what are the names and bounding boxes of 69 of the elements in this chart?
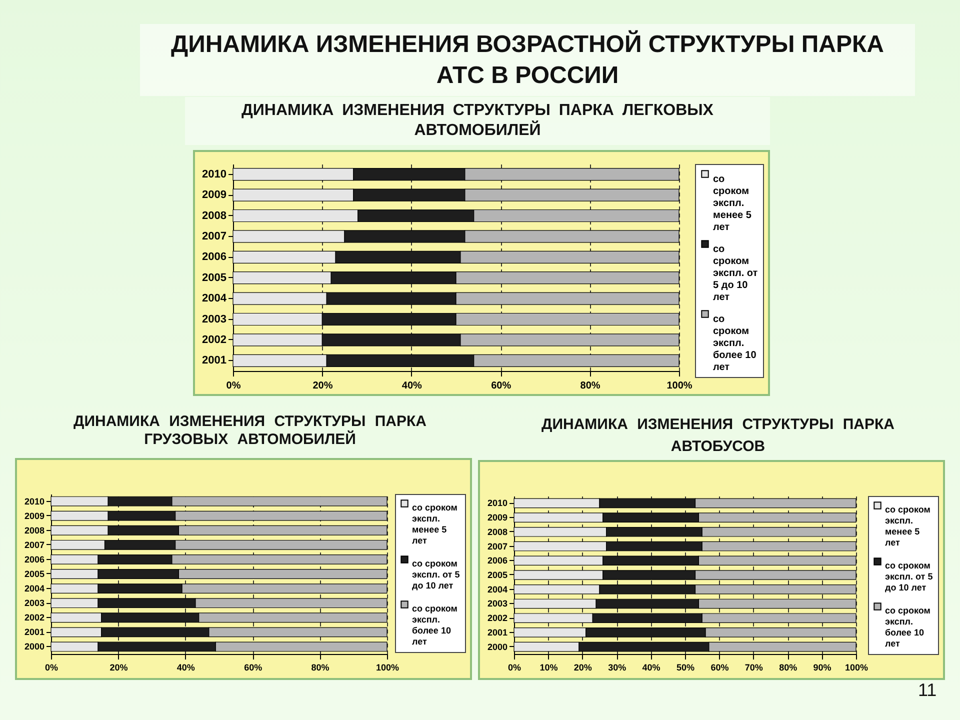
y-tick-label: 2004 — [202, 292, 228, 305]
y-tick-label: 2006 — [202, 251, 226, 264]
legend-label: со сроком экспл. менее 5 лет — [412, 502, 458, 546]
y-tick-label: 2003 — [202, 313, 226, 326]
y-tick-label: 2001 — [202, 354, 226, 367]
y-tick-label: 2008 — [487, 526, 508, 537]
y-tick-label: 2008 — [24, 525, 44, 536]
y-tick-label: 2007 — [24, 540, 44, 550]
legend-label: со сроком экспл. более 10 лет — [885, 606, 931, 648]
x-tick-label: 50% — [676, 662, 695, 672]
y-tick-label: 2010 — [202, 168, 226, 180]
y-tick-label: 2003 — [487, 598, 508, 609]
x-tick-label: 0% — [44, 662, 58, 672]
x-tick-label: 20% — [110, 662, 128, 672]
y-tick-label: 2001 — [487, 627, 508, 638]
chart-subtitle: ДИНАМИКА ИЗМЕНЕНИЯ СТРУКТУРЫ ПАРКА ЛЕГКОВЫХ АВТОМОБИЛЕЙ — [185, 97, 770, 145]
x-tick-label: 40% — [642, 662, 660, 672]
legend-label: со сроком экспл. от 5 до 10 лет — [885, 560, 933, 592]
x-tick-label: 80% — [779, 662, 798, 672]
y-tick-label: 2009 — [202, 189, 226, 202]
y-tick-label: 2005 — [202, 272, 226, 284]
y-tick-label: 2005 — [487, 570, 508, 580]
legend-label: со сроком экспл. от 5 до 10 лет — [412, 558, 460, 590]
x-tick-label: 60% — [244, 662, 262, 672]
x-tick-label: 80% — [580, 380, 600, 392]
chart-title: ДИНАМИКА ИЗМЕНЕНИЯ СТРУКТУРЫ ПАРКА ГРУЗОВЫХ АВТОМОБИЛЕЙ — [72, 413, 428, 449]
y-tick-label: 2005 — [24, 569, 44, 579]
y-tick-label: 2002 — [202, 334, 226, 346]
y-tick-label: 2000 — [24, 642, 44, 652]
y-tick-label: 2010 — [487, 498, 508, 508]
x-tick-label: 100% — [666, 380, 692, 392]
chart-title: ДИНАМИКА ИЗМЕНЕНИЯ СТРУКТУРЫ ПАРКА АВТОБУСОВ — [540, 415, 896, 457]
x-tick-label: 10% — [540, 662, 558, 672]
x-tick-label: 60% — [710, 662, 729, 672]
x-tick-label: 90% — [813, 662, 832, 672]
y-tick-label: 2002 — [487, 613, 508, 624]
y-tick-label: 2004 — [487, 584, 508, 594]
legend-label: со сроком экспл. менее 5 лет — [885, 504, 931, 548]
y-tick-label: 2009 — [24, 510, 44, 521]
y-tick-label: 2007 — [487, 541, 508, 552]
legend-label: со сроком экспл. от 5 до 10 лет — [713, 244, 758, 303]
y-tick-label: 2004 — [24, 584, 44, 594]
x-tick-label: 100% — [844, 662, 868, 672]
x-tick-label: 20% — [574, 662, 592, 672]
chart-title: ДИНАМИКА ИЗМЕНЕНИЯ ВОЗРАСТНОЙ СТРУКТУРЫ ПАРКА АТС В РОССИИ — [140, 24, 915, 96]
y-tick-label: 2006 — [24, 554, 44, 564]
x-tick-label: 100% — [376, 662, 400, 672]
x-tick-label: 70% — [744, 662, 763, 672]
y-tick-label: 2000 — [487, 642, 508, 652]
x-tick-label: 60% — [491, 380, 512, 392]
x-tick-label: 0% — [508, 662, 522, 672]
x-tick-label: 40% — [176, 662, 195, 672]
y-tick-label: 2006 — [487, 556, 508, 566]
y-tick-label: 2001 — [24, 627, 44, 638]
y-tick-label: 2009 — [487, 512, 508, 523]
y-tick-label: 2002 — [24, 612, 44, 623]
legend-label: со сроком экспл. более 10 лет — [713, 314, 757, 373]
y-tick-label: 2003 — [24, 598, 44, 608]
y-tick-label: 2008 — [202, 210, 226, 222]
legend-label: со сроком экспл. более 10 лет — [412, 604, 458, 646]
text: 11 — [918, 680, 937, 701]
y-tick-label: 2010 — [24, 496, 44, 506]
x-tick-label: 20% — [312, 380, 333, 392]
y-tick-label: 2007 — [202, 230, 226, 242]
x-tick-label: 0% — [226, 380, 241, 392]
x-tick-label: 40% — [402, 380, 422, 392]
legend-label: со сроком экспл. менее 5 лет — [713, 174, 752, 233]
x-tick-label: 30% — [608, 662, 626, 672]
x-tick-label: 80% — [311, 662, 330, 672]
